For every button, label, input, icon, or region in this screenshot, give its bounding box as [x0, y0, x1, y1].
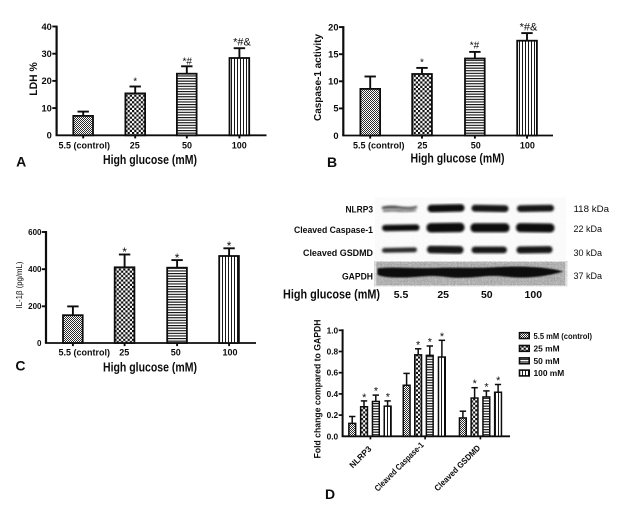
svg-text:400: 400	[28, 265, 42, 274]
svg-text:*: *	[227, 239, 232, 253]
svg-text:*#&: *#&	[233, 37, 251, 49]
svg-text:NLRP3: NLRP3	[346, 204, 374, 214]
svg-text:10: 10	[328, 77, 338, 87]
svg-text:High glucose (mM): High glucose (mM)	[283, 288, 380, 302]
svg-text:100: 100	[232, 141, 247, 151]
svg-text:High glucose (mM): High glucose (mM)	[103, 361, 197, 375]
svg-text:100: 100	[525, 289, 543, 301]
svg-text:50 mM: 50 mM	[534, 356, 560, 366]
svg-text:100: 100	[222, 348, 237, 358]
svg-text:*#&: *#&	[520, 22, 538, 34]
svg-text:50: 50	[471, 141, 481, 151]
svg-text:100: 100	[520, 141, 535, 151]
svg-text:*: *	[473, 378, 478, 390]
svg-text:*: *	[362, 392, 367, 404]
svg-text:*: *	[496, 375, 501, 387]
svg-text:118 kDa: 118 kDa	[574, 204, 610, 214]
svg-text:B: B	[327, 154, 337, 170]
svg-text:*: *	[416, 339, 421, 351]
svg-text:*: *	[374, 386, 379, 398]
svg-text:*: *	[484, 381, 489, 393]
svg-text:15: 15	[328, 50, 338, 60]
svg-text:D: D	[325, 486, 335, 502]
svg-text:*#: *#	[470, 41, 480, 52]
svg-text:0.2: 0.2	[327, 410, 339, 420]
svg-text:37 kDa: 37 kDa	[574, 271, 603, 281]
svg-text:25: 25	[437, 289, 449, 301]
svg-text:5.5 (control): 5.5 (control)	[353, 141, 405, 151]
svg-text:25 mM: 25 mM	[534, 344, 560, 354]
svg-text:5.5 (control): 5.5 (control)	[59, 348, 111, 358]
svg-text:*: *	[175, 251, 180, 265]
svg-text:25: 25	[119, 348, 129, 358]
svg-text:High glucose (mM): High glucose (mM)	[411, 152, 505, 166]
svg-text:*: *	[428, 337, 433, 349]
svg-text:5: 5	[333, 104, 338, 114]
svg-text:1.0: 1.0	[327, 325, 339, 335]
svg-text:*: *	[386, 391, 391, 403]
svg-text:C: C	[15, 358, 25, 374]
svg-text:*#: *#	[182, 57, 192, 68]
svg-text:Cleaved GSDMD: Cleaved GSDMD	[432, 443, 482, 493]
svg-text:High glucose (mM): High glucose (mM)	[103, 153, 197, 167]
svg-text:*: *	[440, 331, 445, 343]
svg-text:30 kDa: 30 kDa	[574, 248, 603, 258]
svg-text:A: A	[16, 154, 26, 170]
svg-text:0.6: 0.6	[327, 368, 339, 378]
svg-text:*: *	[420, 58, 424, 69]
svg-text:Cleaved Caspase-1: Cleaved Caspase-1	[294, 225, 373, 235]
svg-text:0: 0	[333, 131, 338, 141]
svg-text:0: 0	[37, 339, 42, 348]
svg-text:0.0: 0.0	[327, 431, 339, 441]
svg-text:5.5 (control): 5.5 (control)	[59, 141, 111, 151]
svg-text:IL-1β (pg/mL): IL-1β (pg/mL)	[15, 261, 24, 308]
svg-text:Fold change compared to GAPDH: Fold change compared to GAPDH	[313, 320, 323, 459]
svg-text:5.5 mM (control): 5.5 mM (control)	[534, 331, 593, 341]
svg-text:0.8: 0.8	[327, 347, 339, 357]
svg-text:0: 0	[47, 131, 52, 141]
svg-text:*: *	[122, 245, 127, 259]
svg-text:*: *	[133, 77, 137, 88]
svg-text:20: 20	[328, 22, 338, 32]
svg-text:0.4: 0.4	[327, 389, 339, 399]
svg-text:22 kDa: 22 kDa	[574, 224, 603, 234]
svg-text:Cleaved GSDMD: Cleaved GSDMD	[303, 248, 373, 258]
svg-text:30: 30	[41, 49, 51, 59]
svg-text:Caspase-1 activity: Caspase-1 activity	[312, 34, 324, 121]
svg-text:100 mM: 100 mM	[534, 368, 565, 378]
svg-text:600: 600	[28, 228, 42, 237]
svg-text:GAPDH: GAPDH	[342, 272, 373, 282]
svg-text:5.5: 5.5	[394, 289, 409, 301]
svg-text:200: 200	[28, 302, 42, 311]
svg-text:10: 10	[41, 103, 51, 113]
svg-text:50: 50	[182, 141, 192, 151]
svg-text:25: 25	[130, 141, 140, 151]
svg-text:Cleaved Caspase-1: Cleaved Caspase-1	[372, 440, 426, 494]
svg-text:25: 25	[417, 141, 427, 151]
svg-text:50: 50	[171, 348, 181, 358]
svg-text:LDH %: LDH %	[28, 62, 40, 96]
svg-text:50: 50	[481, 289, 493, 301]
svg-text:40: 40	[41, 22, 51, 32]
svg-text:20: 20	[41, 76, 51, 86]
svg-text:NLRP3: NLRP3	[347, 444, 373, 470]
